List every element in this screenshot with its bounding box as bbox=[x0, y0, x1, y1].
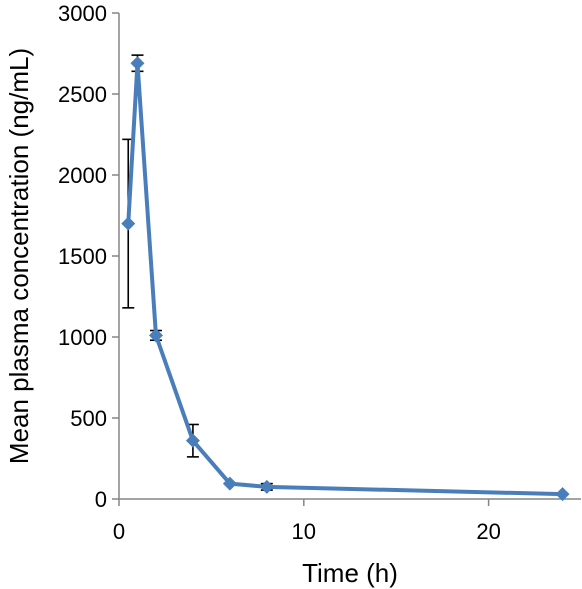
y-ticks: 0 500 1000 1500 2000 2500 3000 bbox=[58, 1, 119, 512]
x-ticks: 0 10 20 bbox=[113, 499, 501, 544]
x-tick-label: 0 bbox=[113, 519, 125, 544]
data-point bbox=[121, 216, 136, 231]
y-tick-label: 2500 bbox=[58, 82, 107, 107]
x-tick-label: 20 bbox=[476, 519, 500, 544]
y-tick-label: 500 bbox=[70, 406, 107, 431]
axes: 0 500 1000 1500 2000 2500 3000 0 10 20 bbox=[58, 1, 581, 544]
data-point bbox=[130, 56, 145, 71]
y-tick-label: 3000 bbox=[58, 1, 107, 26]
series-group bbox=[121, 56, 570, 502]
x-axis-title: Time (h) bbox=[302, 558, 398, 588]
y-tick-label: 0 bbox=[95, 487, 107, 512]
data-point bbox=[259, 479, 274, 494]
y-tick-label: 2000 bbox=[58, 163, 107, 188]
y-axis-title: Mean plasma concentration (ng/mL) bbox=[4, 48, 34, 464]
y-tick-label: 1500 bbox=[58, 244, 107, 269]
data-point bbox=[555, 487, 570, 502]
y-tick-label: 1000 bbox=[58, 325, 107, 350]
x-tick-label: 10 bbox=[292, 519, 316, 544]
data-point bbox=[222, 476, 237, 491]
data-point bbox=[185, 433, 200, 448]
error-bars bbox=[122, 54, 273, 491]
data-point bbox=[148, 328, 163, 343]
